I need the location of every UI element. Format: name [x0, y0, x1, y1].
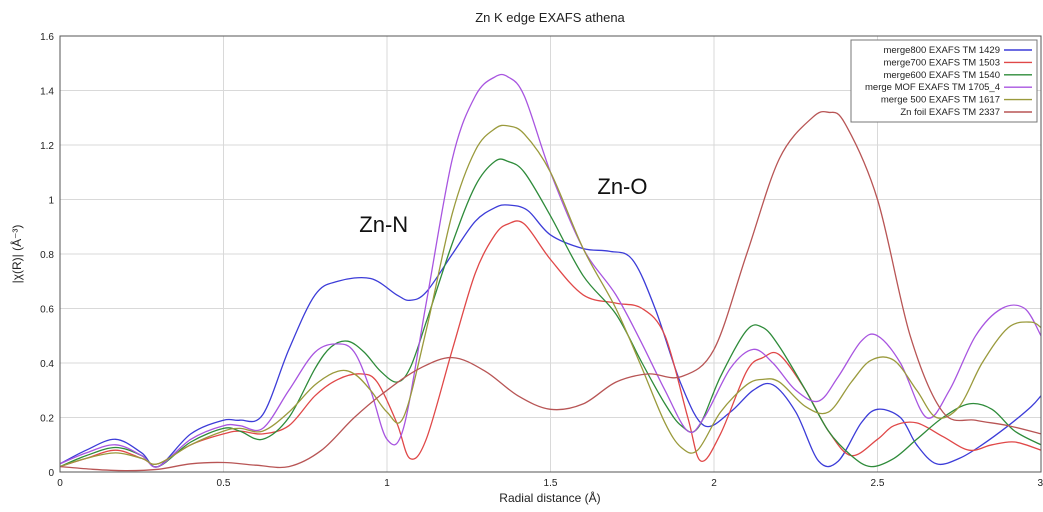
y-tick-label: 1.2 [40, 141, 54, 152]
chart-title: Zn K edge EXAFS athena [475, 10, 625, 25]
legend-box [850, 39, 1038, 123]
legend-entry-label: merge MOF EXAFS TM 1705_4 [865, 82, 1000, 93]
x-tick-label: 2.5 [871, 478, 885, 489]
legend-entry-label: merge600 EXAFS TM 1540 [883, 70, 1000, 81]
y-axis-label: |χ(R)| (Å⁻³) [9, 225, 24, 284]
series-line-2 [59, 220, 1042, 468]
y-tick-label: 0.6 [40, 305, 54, 316]
series-line-6 [59, 110, 1042, 472]
legend-entry-label: merge800 EXAFS TM 1429 [883, 45, 1000, 56]
series-line-1 [59, 204, 1042, 468]
x-axis-ticks: 0 0.5 1 1.5 2 2.5 3 [57, 478, 1043, 489]
x-axis-label: Radial distance (Å) [499, 490, 600, 505]
plot-frame [59, 35, 1042, 473]
y-tick-label: 1 [48, 196, 54, 207]
series-line-4 [59, 73, 1042, 468]
legend-entry-label: merge700 EXAFS TM 1503 [883, 57, 1000, 68]
series-line-3 [59, 158, 1042, 468]
x-tick-label: 1.5 [544, 478, 558, 489]
series-lines [59, 73, 1042, 472]
annotations: Zn-N Zn-O [359, 174, 647, 237]
x-tick-label: 0 [57, 478, 63, 489]
series-line-5 [59, 124, 1042, 468]
annotation-label-2: Zn-O [597, 174, 647, 199]
y-tick-label: 0 [48, 468, 54, 479]
x-tick-label: 3 [1037, 478, 1043, 489]
y-tick-label: 0.4 [40, 359, 54, 370]
y-tick-label: 1.4 [40, 87, 54, 98]
y-tick-label: 1.6 [40, 32, 54, 43]
x-tick-label: 0.5 [217, 478, 231, 489]
y-tick-label: 0.2 [40, 414, 54, 425]
y-tick-label: 0.8 [40, 250, 54, 261]
legend-entry-label: Zn foil EXAFS TM 2337 [900, 107, 1000, 118]
y-axis-ticks: 0 0.2 0.4 0.6 0.8 1 1.2 1.4 1.6 [40, 32, 54, 479]
legend-entry-label: merge 500 EXAFS TM 1617 [881, 95, 1000, 106]
x-tick-label: 2 [711, 478, 717, 489]
annotation-label-1: Zn-N [359, 212, 408, 237]
x-tick-label: 1 [384, 478, 390, 489]
